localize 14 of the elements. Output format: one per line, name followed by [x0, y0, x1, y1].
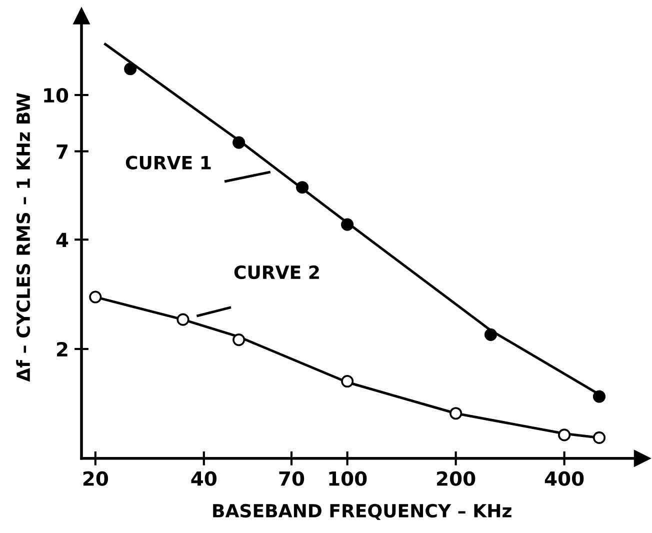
y-tick-label: 10 — [44, 88, 68, 103]
y-axis-title: Δf – CYCLES RMS – 1 KHz BW — [16, 93, 30, 382]
y-tick-label: 4 — [56, 232, 68, 247]
x-axis-title: BASEBAND FREQUENCY – KHz — [213, 504, 512, 520]
annotation: CURVE 1 — [126, 156, 211, 170]
x-tick-label: 100 — [329, 471, 367, 486]
annotation: CURVE 2 — [234, 265, 319, 280]
x-tick-label: 400 — [544, 471, 584, 486]
x-tick-label: 20 — [83, 471, 108, 486]
y-tick-label: 7 — [56, 144, 68, 159]
x-tick-label: 200 — [437, 471, 476, 486]
x-tick-label: 70 — [279, 471, 304, 486]
x-tick-label: 40 — [191, 471, 216, 486]
y-tick-label: 2 — [57, 342, 68, 356]
